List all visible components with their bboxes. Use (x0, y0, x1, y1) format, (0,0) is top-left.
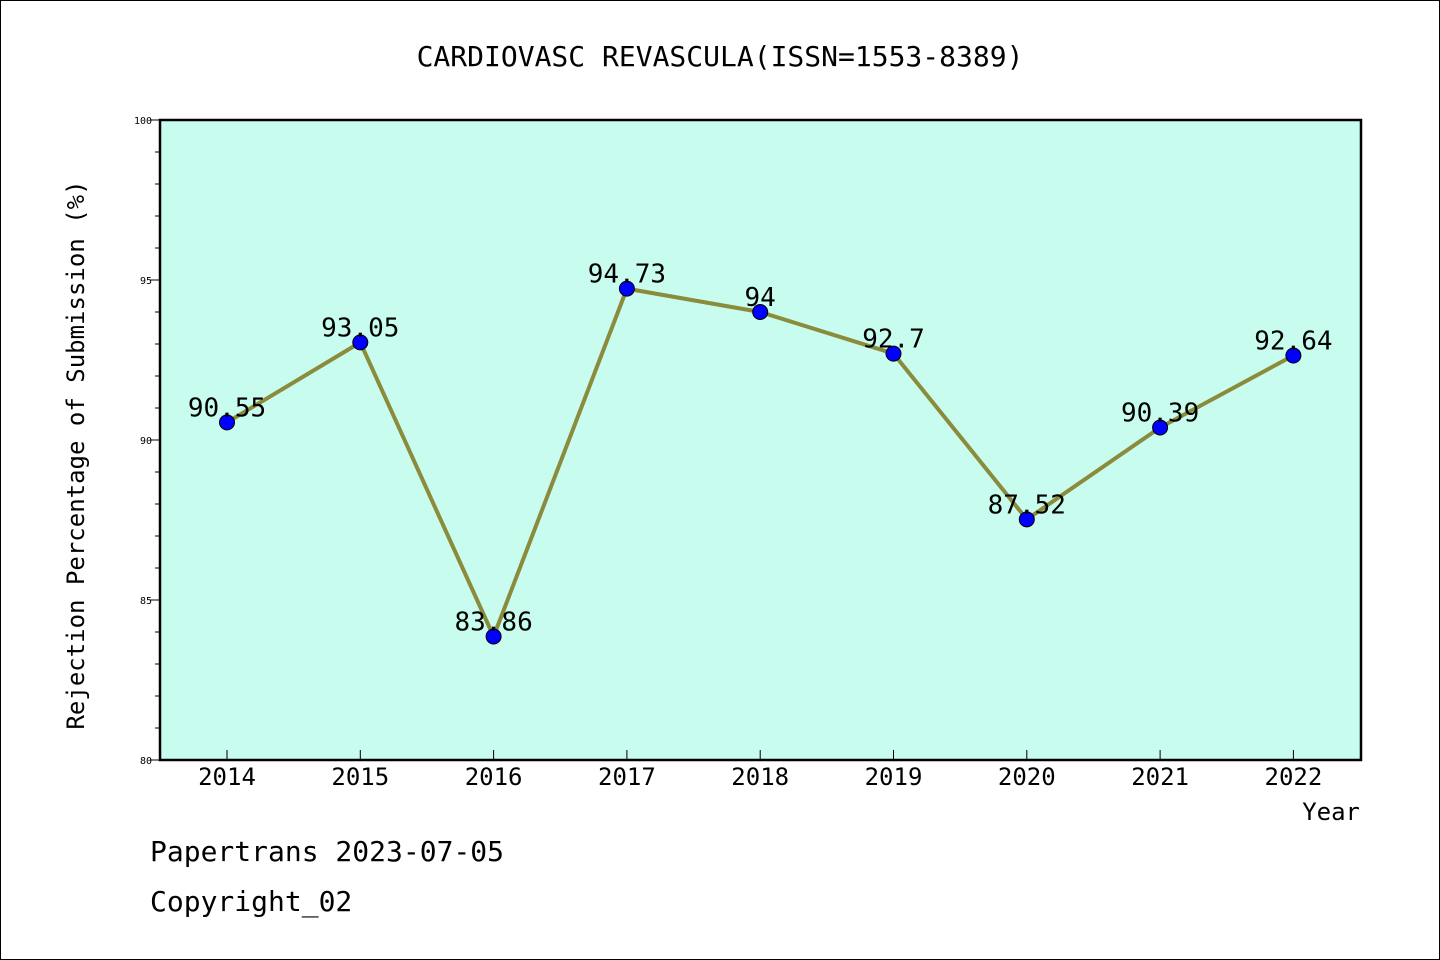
x-tick-label: 2014 (198, 763, 256, 791)
y-tick-label: 100 (134, 116, 152, 127)
x-tick-label: 2019 (865, 763, 923, 791)
data-label: 90.39 (1121, 399, 1199, 429)
data-point (219, 414, 235, 431)
x-tick-label: 2021 (1131, 763, 1189, 791)
y-tick-label: 85 (140, 596, 152, 607)
data-point (1285, 347, 1302, 364)
data-label: 87.52 (988, 490, 1066, 520)
x-tick-label: 2015 (331, 763, 389, 791)
chart-title: CARDIOVASC REVASCULA(ISSN=1553-8389) (417, 40, 1024, 73)
data-point (352, 334, 369, 351)
footer-source: Papertrans 2023-07-05 (150, 835, 505, 868)
data-label: 90.55 (188, 393, 266, 423)
data-points (219, 280, 1302, 645)
x-tick-label: 2022 (1265, 763, 1323, 791)
x-axis-label: Year (1302, 798, 1360, 826)
x-axis-ticks: 2014 2015 2016 2017 2018 2019 2020 2021 2022 (198, 750, 1322, 791)
data-label: 93.05 (321, 313, 399, 343)
data-label: 83.86 (454, 607, 532, 637)
plot-area (158, 118, 1363, 762)
data-point (618, 280, 635, 297)
data-labels: 90.55 93.05 83.86 94.73 94 92.7 87.52 90.39 92.6… (188, 260, 1333, 638)
data-point (485, 628, 502, 645)
data-point (752, 304, 769, 320)
x-tick-label: 2018 (731, 763, 789, 791)
x-tick-label: 2017 (598, 763, 656, 791)
y-axis-ticks: 80 85 90 95 100 (134, 116, 160, 767)
x-tick-label: 2016 (465, 763, 523, 791)
y-tick-label: 80 (140, 756, 152, 767)
data-label: 94.73 (588, 260, 666, 290)
x-tick-label: 2020 (998, 763, 1056, 791)
data-point (1018, 511, 1035, 528)
data-label: 92.7 (862, 325, 925, 355)
y-axis-label: Rejection Percentage of Submission (%) (62, 180, 90, 729)
y-tick-label: 90 (140, 436, 152, 447)
y-tick-label: 95 (140, 276, 152, 287)
footer-copyright: Copyright_02 (150, 885, 353, 918)
data-point (885, 345, 902, 362)
data-label: 94 (745, 283, 776, 313)
data-point (1152, 419, 1169, 436)
data-label: 92.64 (1254, 327, 1332, 357)
